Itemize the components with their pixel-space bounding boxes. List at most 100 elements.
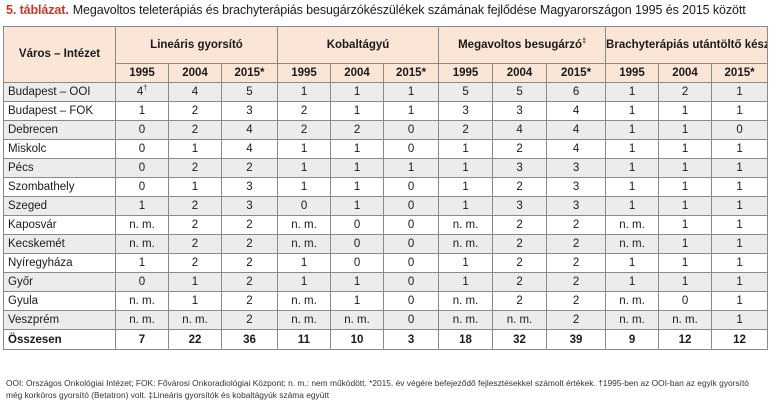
value-cell: 1 [711,310,769,330]
header-year: 1995 [115,63,169,83]
value-cell: 1 [711,101,769,121]
table-row: Pécs 0 2 2 1 1 1 1 3 3 1 1 1 [3,158,769,178]
value-cell: 4 [546,120,607,140]
value-cell: 2 [220,253,279,273]
header-year: 2004 [330,63,385,83]
table-row: Győr 0 1 2 1 1 0 1 2 2 1 1 1 [3,272,769,292]
value-cell: 1 [330,196,385,216]
value-cell: 1 [277,253,332,273]
value-cell: 3 [492,101,548,121]
header-group-linear: Lineáris gyorsító [114,26,279,64]
value-cell: 0 [383,196,440,216]
value-cell: 1 [658,196,713,216]
value-cell: 1 [438,196,494,216]
value-cell: 1 [711,291,769,311]
value-cell: 1 [605,272,660,292]
value-cell: 2 [168,120,222,140]
table-row: Budapest – FOK 1 2 3 2 1 1 3 3 4 1 1 1 [3,101,769,121]
total-cell: 18 [438,329,494,350]
value-cell: 0 [115,139,169,159]
city-cell: Győr [3,272,116,292]
header-group-cobalt: Kobaltágyú [277,26,440,64]
value-cell: 2 [220,291,279,311]
city-cell: Kaposvár [3,215,116,235]
header-year: 2015* [383,63,440,83]
value-cell: 1 [330,158,385,178]
total-label: Összesen [3,329,116,350]
city-cell: Miskolc [3,139,116,159]
value-cell: 2 [492,291,548,311]
total-cell: 10 [330,329,385,350]
value-cell: 2 [546,272,607,292]
value-cell: 0 [711,120,769,140]
value-cell: 3 [220,177,279,197]
city-cell: Veszprém [3,310,116,330]
value-cell: 2 [168,158,222,178]
value-cell: n. m. [168,310,222,330]
value-cell: 1 [330,82,385,102]
value-cell: 0 [115,177,169,197]
value-cell: 6 [546,82,607,102]
value-cell: 1 [168,272,222,292]
value-cell: 1 [438,139,494,159]
value-cell: 2 [168,101,222,121]
value-cell: 2 [277,120,332,140]
header-year: 2004 [168,63,222,83]
value-cell: 1 [438,177,494,197]
value-cell: 1 [438,272,494,292]
value-cell: 3 [492,158,548,178]
city-cell: Gyula [3,291,116,311]
value-cell: 1 [115,101,169,121]
value-cell: 3 [546,196,607,216]
value-cell: 1 [330,139,385,159]
value-cell: 0 [383,310,440,330]
value-cell: 0 [115,120,169,140]
value-cell: 1 [605,158,660,178]
value-cell: 0 [383,234,440,254]
value-cell: 2 [546,253,607,273]
value-cell: 2 [438,120,494,140]
city-cell: Pécs [3,158,116,178]
table-caption: 5. táblázat. Megavoltos teleterápiás és b… [6,3,746,17]
value-cell: 2 [492,234,548,254]
value-cell: 4 [168,82,222,102]
value-cell: 1 [330,101,385,121]
value-cell: 4 [220,139,279,159]
value-cell: 1 [711,272,769,292]
total-cell: 36 [220,329,279,350]
value-cell: 2 [492,272,548,292]
value-cell: 2 [492,253,548,273]
value-cell: 2 [492,215,548,235]
header-year: 2015* [711,63,769,83]
value-cell: n. m. [605,215,660,235]
city-cell: Budapest – FOK [3,101,116,121]
value-cell: n. m. [277,234,332,254]
city-cell: Nyíregyháza [3,253,116,273]
table-row: Szeged 1 2 3 0 1 0 1 3 3 1 1 1 [3,196,769,216]
value-cell: 0 [383,215,440,235]
value-cell: 4 [546,139,607,159]
city-cell: Kecskemét [3,234,116,254]
value-cell: n. m. [438,234,494,254]
header-year: 2004 [658,63,713,83]
value-cell: 0 [277,196,332,216]
value-cell: 1 [711,196,769,216]
value-cell: n. m. [115,291,169,311]
value-cell: 1 [168,139,222,159]
value-cell: 0 [658,291,713,311]
header-year: 2015* [220,63,279,83]
value-cell: 2 [220,234,279,254]
value-cell: 1 [277,177,332,197]
value-cell: 1 [168,291,222,311]
value-cell: 1 [438,158,494,178]
header-year: 1995 [277,63,332,83]
header-year: 1995 [438,63,494,83]
value-cell: 1 [115,196,169,216]
value-cell: n. m. [438,291,494,311]
value-cell: 1 [605,139,660,159]
value-cell: 2 [492,139,548,159]
value-cell: n. m. [492,310,548,330]
value-cell: 1 [605,253,660,273]
value-cell: 1 [330,272,385,292]
value-cell: 1 [605,82,660,102]
